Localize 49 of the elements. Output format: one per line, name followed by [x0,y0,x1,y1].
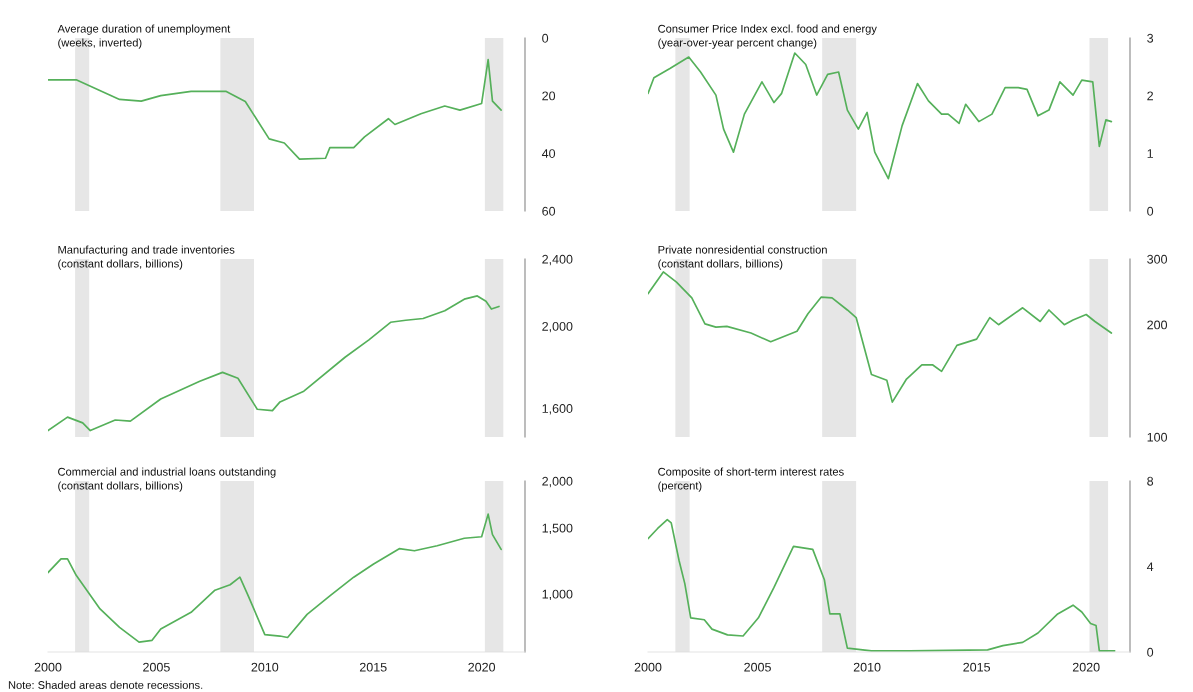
y-tick-label: 300 [1147,254,1168,264]
chart-title: Average duration of unemployment [57,24,231,35]
y-tick-label: 200 [1147,320,1168,330]
x-tick-label: 2020 [1072,662,1100,672]
y-tick-label: 2,000 [542,476,573,488]
x-tick-label: 2015 [963,662,991,672]
y-tick-label: 0 [1147,647,1154,657]
chart-subtitle: (year-over-year percent change) [658,38,817,49]
x-tick-label: 2015 [359,662,387,672]
y-tick-label: 0 [542,33,549,43]
y-tick-label: 1,500 [542,523,573,534]
chart-title: Consumer Price Index excl. food and energy [658,24,877,35]
chart-subtitle: (constant dollars, billions) [58,259,183,270]
chart-title: Composite of short-term interest rates [658,467,844,478]
x-tick-label: 2020 [468,662,496,672]
y-tick-label: 2 [1147,91,1153,101]
x-tick-label: 2000 [634,662,662,672]
x-tick-label: 2010 [251,662,279,672]
line-series [48,513,502,643]
x-tick-label: 2005 [143,662,170,672]
y-tick-label: 40 [541,149,556,158]
line-series [648,271,1113,403]
chart-subtitle: (constant dollars, billions) [58,481,183,492]
text: Note: Shaded areas denote recessions. [8,680,203,689]
y-tick-label: 4 [1146,562,1154,572]
y-tick-label: 1 [1147,149,1154,158]
x-tick-label: 2000 [34,662,62,672]
chart-title: Commercial and industrial loans outstanding [58,467,276,478]
y-tick-label: 2,000 [542,321,573,333]
y-tick-label: 20 [542,91,556,101]
y-tick-label: 2,400 [542,254,573,266]
y-tick-label: 100 [1147,432,1168,442]
line-series [48,295,500,432]
chart-title: Manufacturing and trade inventories [58,245,235,256]
line-series [48,58,502,160]
chart-subtitle: (percent) [658,481,702,492]
y-tick-label: 0 [1147,206,1154,216]
chart-subtitle: (weeks, inverted) [58,38,142,49]
y-tick-label: 1,600 [542,404,573,415]
line-series [648,52,1113,180]
y-tick-label: 8 [1147,476,1154,486]
line-series [648,518,1116,652]
y-tick-label: 1,000 [542,589,573,601]
chart-title: Private nonresidential construction [658,245,827,254]
x-tick-label: 2005 [744,662,771,672]
y-tick-label: 3 [1147,33,1154,43]
y-tick-label: 60 [542,206,556,216]
chart-subtitle: (constant dollars, billions) [658,259,783,270]
x-tick-label: 2010 [853,662,881,672]
